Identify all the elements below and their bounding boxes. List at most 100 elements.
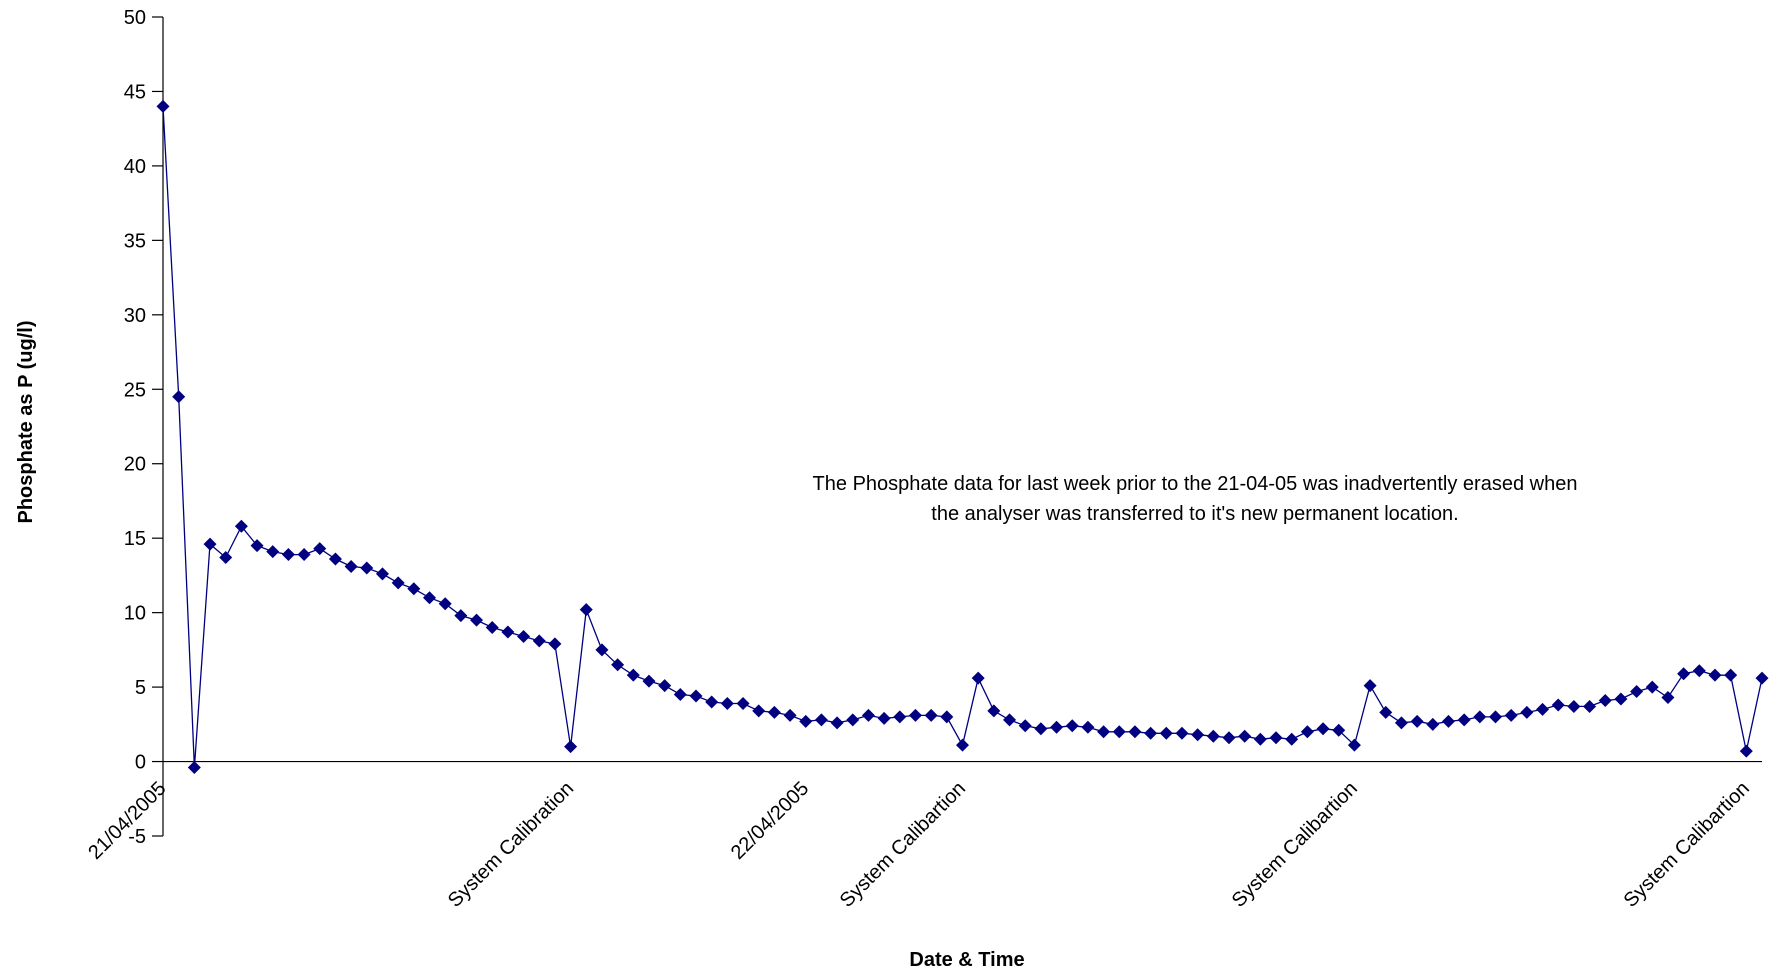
data-point <box>1285 732 1299 746</box>
data-point <box>1159 726 1173 740</box>
data-point <box>1410 714 1424 728</box>
data-point <box>1112 725 1126 739</box>
data-point <box>1473 710 1487 724</box>
data-point <box>1097 725 1111 739</box>
series-line <box>162 106 1763 768</box>
annotation-line: the analyser was transferred to it's new… <box>931 503 1458 525</box>
y-tick-label: 50 <box>124 7 146 29</box>
data-point <box>564 740 578 754</box>
data-point <box>1677 667 1691 681</box>
data-point <box>1645 680 1659 694</box>
y-tick-label: 35 <box>124 230 146 252</box>
data-point <box>548 637 562 651</box>
data-point <box>1504 708 1518 722</box>
x-tick-label: 22/04/2005 <box>727 778 813 864</box>
data-point <box>1394 716 1408 730</box>
y-tick-label: 40 <box>124 156 146 178</box>
data-point <box>1206 729 1220 743</box>
data-point <box>1332 723 1346 737</box>
data-point <box>1598 693 1612 707</box>
data-point <box>689 689 703 703</box>
data-point <box>908 708 922 722</box>
data-point <box>861 708 875 722</box>
data-point <box>720 696 734 710</box>
data-point <box>1489 710 1502 724</box>
data-point <box>705 695 719 709</box>
data-point <box>1724 668 1738 682</box>
data-point <box>1457 713 1471 727</box>
data-point <box>328 552 342 566</box>
y-axis: -5 0 5 10 15 20 25 30 35 40 45 50 <box>124 7 164 848</box>
data-point <box>187 761 201 775</box>
data-point <box>250 539 264 553</box>
annotation-note: The Phosphate data for last week prior t… <box>813 473 1578 525</box>
data-point <box>626 668 640 682</box>
x-tick-label: System Calibartion <box>836 778 970 912</box>
data-point <box>1065 719 1079 733</box>
data-point <box>344 559 358 573</box>
y-axis-title: Phosphate as P (ug/l) <box>15 321 37 524</box>
data-point <box>579 603 593 617</box>
x-tick-label: System Calibartion <box>1228 778 1362 912</box>
data-point <box>1347 738 1361 752</box>
data-point <box>1081 720 1095 734</box>
data-point <box>234 519 248 533</box>
data-point <box>1551 698 1565 712</box>
data-point <box>1692 664 1706 678</box>
data-point <box>752 704 766 718</box>
data-point <box>783 708 797 722</box>
data-point <box>1583 699 1597 713</box>
y-tick-label: 0 <box>135 752 146 774</box>
y-tick-label: 30 <box>124 305 146 327</box>
data-point <box>846 713 860 727</box>
data-point <box>1739 744 1753 758</box>
data-point <box>799 714 813 728</box>
data-point <box>517 629 531 643</box>
data-point <box>611 658 625 672</box>
data-point <box>1363 679 1377 693</box>
data-point <box>1222 731 1236 745</box>
data-point <box>219 551 233 565</box>
y-tick-label: 45 <box>124 81 146 103</box>
data-point <box>532 634 546 648</box>
data-point <box>1567 699 1581 713</box>
data-point <box>893 710 907 724</box>
data-point <box>1536 702 1550 716</box>
y-tick-label: 10 <box>124 603 146 625</box>
x-axis-title: Date & Time <box>909 949 1024 971</box>
data-point <box>438 597 452 611</box>
data-point <box>266 545 280 559</box>
data-point <box>642 674 656 688</box>
data-point <box>203 537 217 551</box>
x-tick-label: 21/04/2005 <box>84 778 170 864</box>
data-point <box>375 567 389 581</box>
data-point <box>1191 728 1205 742</box>
data-point <box>736 696 750 710</box>
data-point <box>940 710 954 724</box>
y-tick-label: 5 <box>135 677 146 699</box>
data-point <box>1520 705 1534 719</box>
data-point <box>1300 725 1314 739</box>
data-point <box>1238 729 1252 743</box>
data-point <box>281 548 295 562</box>
data-point <box>391 576 405 590</box>
data-point <box>658 679 672 693</box>
x-tick-labels: 21/04/2005 System Calibration 22/04/2005 Sy… <box>84 778 1754 912</box>
x-tick-label: System Calibration <box>444 778 578 912</box>
data-point <box>987 704 1001 718</box>
data-point <box>313 542 327 556</box>
data-point <box>767 705 781 719</box>
data-point <box>1269 731 1283 745</box>
data-point <box>485 621 499 635</box>
data-point <box>1708 668 1722 682</box>
y-tick-label: -5 <box>128 826 146 848</box>
data-point <box>1050 720 1064 734</box>
data-point <box>1034 722 1048 736</box>
data-point <box>877 711 891 725</box>
y-tick-label: 20 <box>124 454 146 476</box>
data-point <box>1316 722 1330 736</box>
data-point <box>956 738 969 752</box>
data-point <box>1630 685 1644 699</box>
data-point <box>172 390 186 404</box>
